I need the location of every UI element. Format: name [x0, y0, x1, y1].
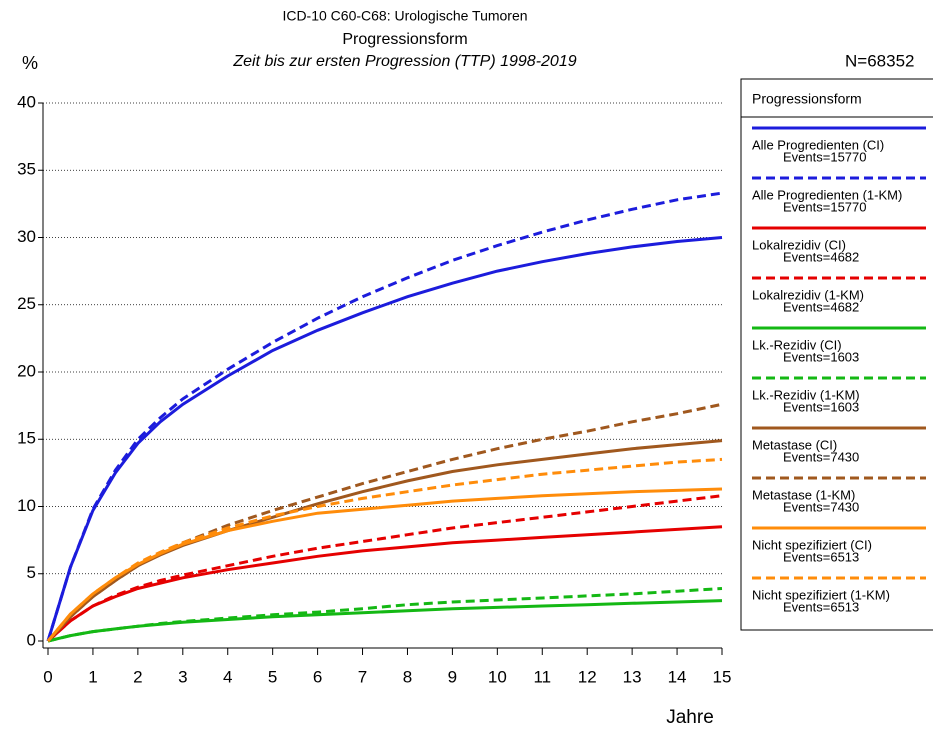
y-tick-label: 35	[17, 160, 36, 179]
y-tick-label: 30	[17, 227, 36, 246]
series-line	[46, 457, 723, 642]
annotation: N=68352	[845, 51, 914, 70]
legend-events: Events=4682	[783, 299, 859, 314]
legend-events: Events=6513	[783, 599, 859, 614]
legend-events: Events=7430	[783, 499, 859, 514]
x-tick-label: 2	[133, 667, 142, 686]
series-line	[46, 525, 723, 643]
legend-box	[740, 78, 933, 631]
legend-events: Events=7430	[783, 449, 859, 464]
legend-events: Events=4682	[783, 249, 859, 264]
legend-label: Lk.-Rezidiv (CI)	[752, 337, 842, 352]
series-line	[46, 191, 723, 642]
legend-label: Lokalrezidiv (1-KM)	[752, 287, 864, 302]
x-axis-label: Jahre	[666, 707, 714, 728]
chart-subtitle: Progressionsform	[342, 31, 467, 48]
series-line	[46, 402, 723, 643]
x-tick-label: 3	[178, 667, 187, 686]
x-tick-label: 12	[578, 667, 597, 686]
y-tick-label: 40	[17, 92, 36, 111]
legend-events: Events=1603	[783, 399, 859, 414]
legend-events: Events=1603	[783, 349, 859, 364]
x-tick-label: 11	[533, 667, 551, 686]
legend-label: Alle Progredienten (1-KM)	[752, 187, 902, 202]
legend-events: Events=6513	[783, 549, 859, 564]
x-tick-label: 6	[313, 667, 322, 686]
legend-label: Lokalrezidiv (CI)	[752, 237, 846, 252]
y-tick-label: 10	[17, 496, 36, 515]
x-tick-label: 0	[43, 667, 52, 686]
x-tick-label: 15	[713, 667, 732, 686]
x-tick-label: 4	[223, 667, 232, 686]
legend-events: Events=15770	[783, 199, 866, 214]
x-tick-label: 9	[448, 667, 457, 686]
chart-subtitle: Zeit bis zur ersten Progression (TTP) 19…	[232, 53, 576, 70]
legend-label: Nicht spezifiziert (CI)	[752, 537, 872, 552]
x-tick-label: 14	[668, 667, 687, 686]
y-tick-label: 0	[27, 630, 36, 649]
y-tick-label: 20	[17, 361, 36, 380]
x-tick-label: 10	[488, 667, 507, 686]
x-tick-label: 1	[88, 667, 97, 686]
chart-title: ICD-10 C60-C68: Urologische Tumoren	[282, 8, 527, 24]
x-tick-label: 5	[268, 667, 277, 686]
y-tick-label: 5	[27, 563, 36, 582]
x-tick-label: 8	[403, 667, 412, 686]
legend-events: Events=15770	[783, 149, 866, 164]
legend-label: Metastase (CI)	[752, 437, 837, 452]
y-tick-label: 15	[17, 429, 36, 448]
series-line	[47, 587, 723, 643]
legend-title: Progressionsform	[752, 91, 862, 107]
series-line	[46, 494, 723, 643]
x-tick-label: 13	[623, 667, 642, 686]
series-line	[46, 487, 723, 642]
legend-label: Alle Progredienten (CI)	[752, 137, 884, 152]
x-tick-label: 7	[358, 667, 367, 686]
y-tick-label: 25	[17, 294, 36, 313]
series-line	[47, 599, 723, 643]
legend-label: Metastase (1-KM)	[752, 487, 855, 502]
legend-label: Lk.-Rezidiv (1-KM)	[752, 387, 860, 402]
y-axis-label: %	[22, 53, 38, 73]
legend-label: Nicht spezifiziert (1-KM)	[752, 587, 890, 602]
